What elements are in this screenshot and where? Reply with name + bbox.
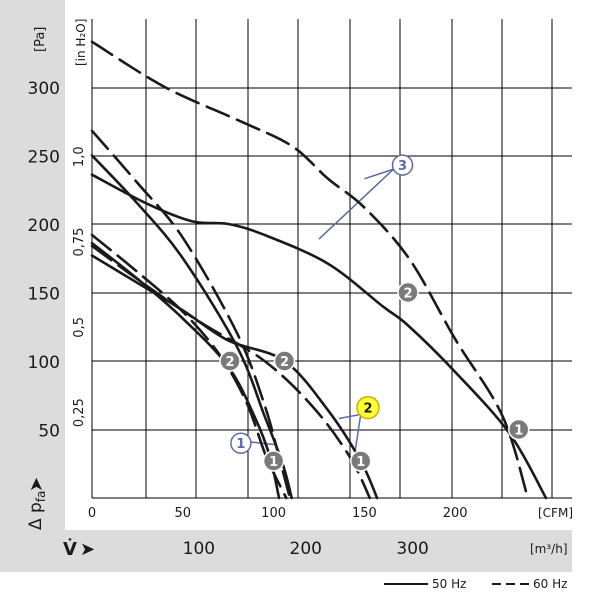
legend: 50 Hz 60 Hz (384, 577, 567, 591)
curve-60hz (90, 244, 372, 500)
marker-label: 1 (269, 455, 278, 470)
marker-label: 1 (236, 437, 245, 452)
pa-tick-label: 200 (28, 216, 60, 236)
inh2o-tick-label: 1,0 (72, 146, 87, 167)
marker-circle (397, 281, 419, 304)
grid (91, 19, 572, 499)
pa-tick-label: 50 (38, 421, 60, 441)
marker-circle (507, 418, 530, 441)
marker-label: 3 (398, 159, 407, 174)
pa-tick-label: 100 (28, 353, 60, 373)
inh2o-tick-label: 0,75 (72, 228, 87, 257)
curve-50hz (90, 173, 548, 500)
cfm-tick-label: 150 (352, 506, 377, 521)
plot-area (92, 19, 572, 498)
cfm-unit-label: [CFM] (538, 506, 573, 520)
inh2o-tick-label: 0,25 (72, 398, 87, 427)
callout-line (354, 414, 362, 451)
marker-label: 2 (280, 355, 289, 370)
callout-line (318, 168, 394, 240)
callout-line (338, 413, 361, 420)
marker-label: 2 (403, 286, 412, 301)
m3h-tick-label: 100 (183, 539, 215, 559)
y-axis-label-subscript: fa (34, 491, 48, 503)
m3h-tick-label: 200 (290, 539, 322, 559)
curve-markers: 1 1 1 2 2 2 2 1 3 (219, 154, 530, 472)
pa-tick-label: 250 (28, 147, 60, 167)
inh2o-unit-label: [in H₂O] (74, 19, 88, 66)
legend-label-50hz: 50 Hz (432, 577, 466, 591)
x-axis-arrow: ➤ (80, 539, 95, 560)
marker-label: 1 (356, 455, 365, 470)
marker-circle (273, 350, 296, 372)
pa-tick-label: 150 (28, 284, 60, 304)
marker-label: 2 (225, 355, 234, 370)
cfm-tick-label: 100 (261, 506, 286, 521)
inh2o-tick-label: 0,5 (72, 317, 87, 338)
callout-lines (248, 168, 394, 451)
marker-circle (230, 432, 252, 454)
bottom-axis-band (0, 530, 572, 572)
pa-tick-label: 300 (28, 79, 60, 99)
curve-60hz (90, 40, 530, 500)
marker-circle (262, 450, 285, 472)
y-axis-arrow: ➤ (26, 477, 47, 492)
m3h-unit-label: [m³/h] (530, 542, 568, 556)
marker-label: 1 (514, 423, 523, 438)
y-axis-label: Δ pfa (26, 491, 48, 530)
cfm-tick-label: 200 (443, 506, 468, 521)
left-axis-band (0, 0, 65, 572)
cfm-tick-label: 0 (88, 506, 96, 521)
m3h-tick-label: 300 (396, 539, 428, 559)
marker-label: 2 (363, 402, 372, 417)
pa-unit-label: [Pa] (33, 27, 48, 52)
y-axis-label-main: Δ p (26, 502, 46, 530)
legend-label-60hz: 60 Hz (533, 577, 567, 591)
marker-circle (219, 350, 241, 372)
x-axis-label: V̇ (63, 539, 77, 560)
marker-circle (356, 395, 380, 420)
marker-circle (391, 154, 414, 176)
callout-line (364, 168, 394, 180)
marker-circle (349, 450, 372, 472)
cfm-tick-label: 50 (175, 506, 192, 521)
